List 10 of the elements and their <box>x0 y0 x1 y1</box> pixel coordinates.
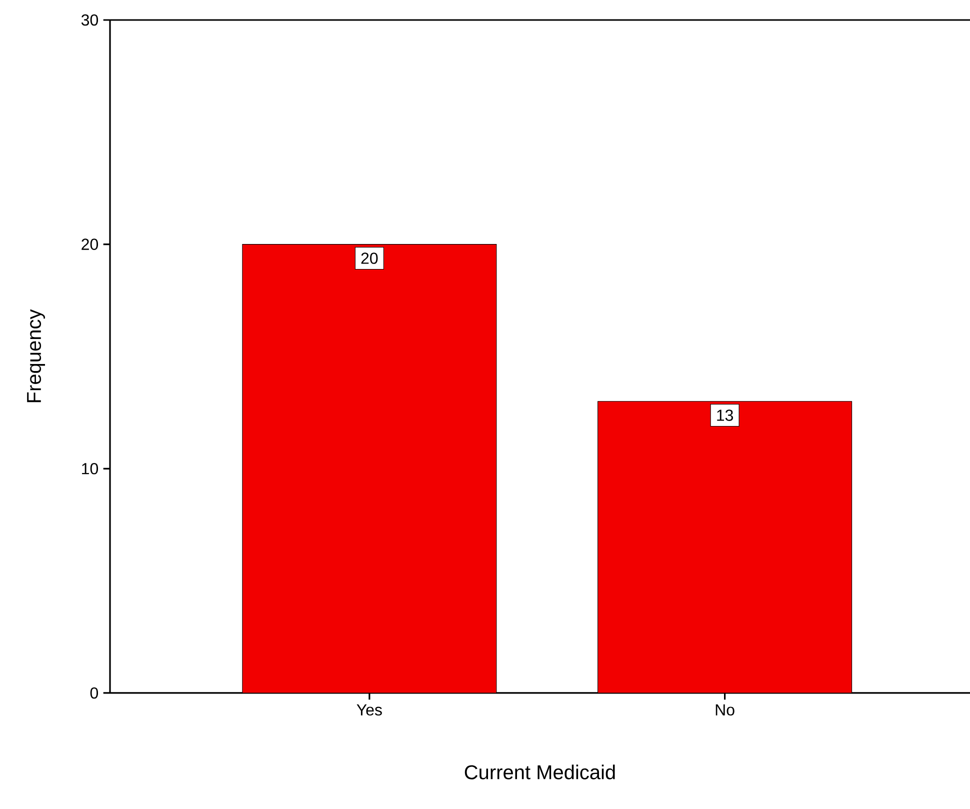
data-label: 20 <box>361 252 378 264</box>
data-label: 13 <box>717 410 733 421</box>
y-tick-label: 10 <box>82 462 98 474</box>
y-tick-label: 30 <box>81 14 98 26</box>
y-axis-title: Frequency <box>27 309 45 402</box>
x-tick-label: No <box>716 704 734 716</box>
y-tick-label: 0 <box>90 687 98 699</box>
x-axis-title: Current Medicaid <box>464 764 615 780</box>
x-tick-label: Yes <box>356 704 382 716</box>
y-tick-label: 20 <box>82 238 98 250</box>
